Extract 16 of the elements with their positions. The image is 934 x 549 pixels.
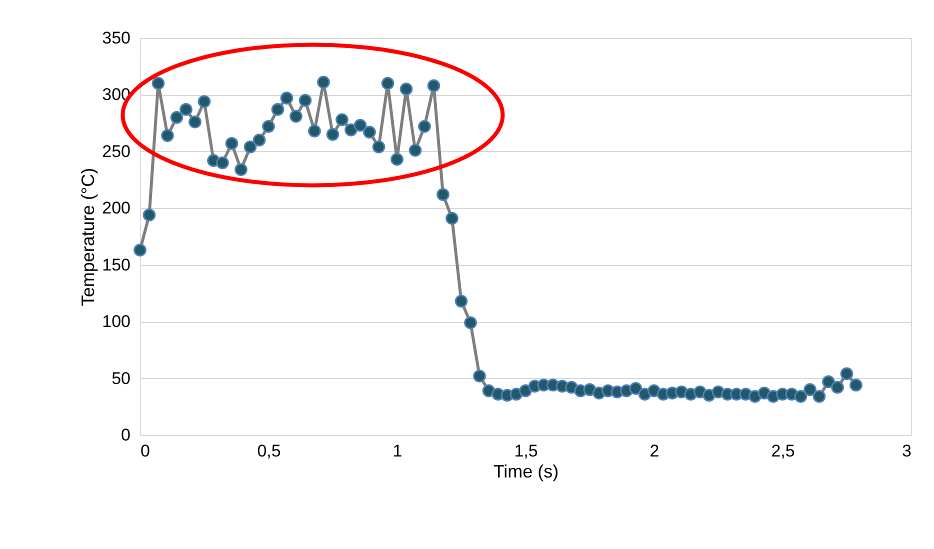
x-tick-label: 2 bbox=[650, 442, 660, 460]
y-tick-label: 150 bbox=[102, 255, 130, 274]
y-tick-label: 100 bbox=[102, 312, 130, 332]
y-tick-label: 250 bbox=[102, 142, 130, 161]
y-tick-label: 0 bbox=[121, 426, 130, 444]
y-tick-label: 350 bbox=[102, 28, 130, 48]
x-tick-label: 0 bbox=[140, 442, 150, 460]
y-tick-label: 50 bbox=[112, 368, 130, 388]
x-tick-label: 3 bbox=[902, 442, 912, 460]
y-axis-title: Temperature (°C) bbox=[78, 168, 98, 306]
x-tick-label: 0,5 bbox=[257, 442, 281, 460]
x-tick-label: 1 bbox=[392, 442, 402, 460]
x-axis-title: Time (s) bbox=[493, 462, 559, 482]
x-tick-label: 2,5 bbox=[771, 442, 795, 460]
x-tick-label: 1,5 bbox=[514, 442, 538, 460]
y-tick-label: 200 bbox=[102, 198, 130, 218]
